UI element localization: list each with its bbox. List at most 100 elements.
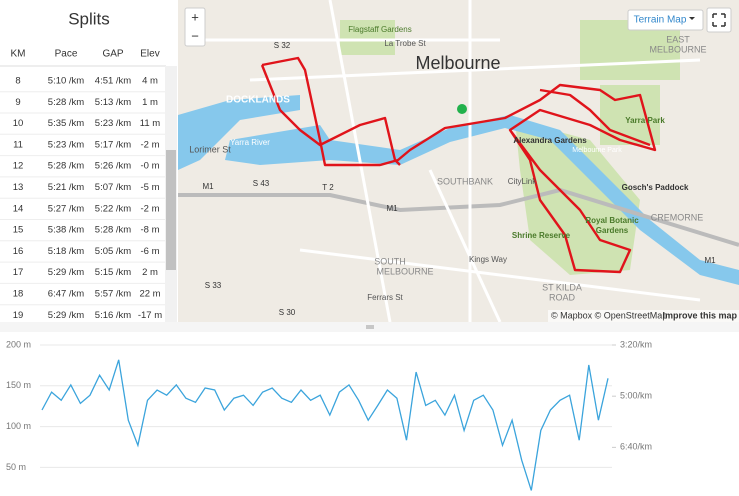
column-header: KM	[11, 49, 26, 60]
y2-tick-label: 6:40/km	[620, 442, 652, 452]
map-label: Ferrars St	[367, 293, 403, 302]
zoom-control	[184, 7, 206, 47]
cell: 2 m	[142, 267, 158, 278]
improve-link[interactable]: Improve this map	[662, 310, 737, 320]
map-label: CityLink	[508, 177, 537, 186]
cell: -2 m	[141, 203, 160, 214]
fullscreen-icon	[712, 13, 726, 27]
map-label: MELBOURNE	[376, 266, 433, 276]
y-tick-label: 100 m	[6, 421, 31, 431]
cell: 22 m	[139, 289, 160, 300]
cell: -8 m	[141, 225, 160, 236]
fullscreen-button[interactable]	[706, 7, 732, 33]
cell: -2 m	[141, 139, 160, 150]
cell: -5 m	[141, 182, 160, 193]
route	[260, 56, 657, 274]
cell: 9	[15, 97, 20, 108]
attribution[interactable]: © Mapbox © OpenStreetMap	[551, 310, 667, 320]
dropdown-caret	[689, 17, 695, 20]
cell: 5:13 /km	[95, 97, 132, 108]
cell: -0 m	[141, 161, 160, 172]
map-label: La Trobe St	[384, 39, 426, 48]
map-label: T 2	[322, 183, 334, 192]
attribution-bg	[548, 310, 739, 322]
cell: 13	[13, 182, 24, 193]
cell: 5:18 /km	[48, 246, 85, 257]
zoom-out[interactable]: −	[191, 28, 199, 43]
map-label: S 43	[253, 179, 270, 188]
map-label: M1	[386, 204, 398, 213]
cell: -6 m	[141, 246, 160, 257]
splits-title: Splits	[68, 9, 110, 28]
scrollbar-thumb[interactable]	[166, 150, 176, 270]
map-label: Lorimer St	[189, 144, 231, 154]
cell: 14	[13, 203, 24, 214]
cell: -17 m	[138, 310, 162, 321]
map-label: Melbourne	[415, 53, 500, 73]
cell: 5:29 /km	[48, 310, 85, 321]
cell: 5:10 /km	[48, 76, 85, 87]
map-label: M1	[704, 256, 716, 265]
y-tick-label: 200 m	[6, 339, 31, 349]
water	[178, 95, 300, 170]
y2-tick-label: 5:00/km	[620, 391, 652, 401]
zoom-in[interactable]: +	[191, 9, 199, 24]
chart: 50 m 100 m 150 m 200 m 3:20/km 5:00/km 6:40/km	[6, 339, 652, 491]
cell: 5:16 /km	[95, 310, 132, 321]
map-label: Yarra Park	[625, 116, 665, 125]
cell: 5:27 /km	[48, 203, 85, 214]
water	[225, 115, 739, 285]
cell: 15	[13, 225, 24, 236]
map-label: SOUTHBANK	[437, 176, 493, 186]
park	[340, 20, 395, 55]
cell: 19	[13, 310, 24, 321]
map-label: S 30	[279, 308, 296, 317]
y-tick-label: 150 m	[6, 380, 31, 390]
road	[178, 187, 739, 247]
map-label: ST KILDA	[542, 282, 582, 292]
cell: 5:22 /km	[95, 203, 132, 214]
pace-line	[41, 359, 609, 491]
cell: 5:57 /km	[95, 289, 132, 300]
cell: 5:28 /km	[48, 161, 85, 172]
cell: 10	[13, 118, 24, 129]
map-label: DOCKLANDS	[226, 95, 290, 106]
cell: 16	[13, 246, 24, 257]
terrain-button[interactable]	[627, 9, 704, 31]
map-label: Shrine Reserve	[512, 231, 571, 240]
map-label: M1	[202, 182, 214, 191]
map-label: SOUTH	[374, 256, 406, 266]
map-label: Gosch's Paddock	[622, 183, 689, 192]
cell: 11	[13, 139, 23, 150]
cell: 5:07 /km	[95, 182, 132, 193]
divider-handle	[366, 325, 374, 329]
cell: 5:28 /km	[95, 225, 132, 236]
cell: 17	[13, 267, 24, 278]
map-label: ROAD	[549, 292, 576, 302]
column-header: Pace	[55, 49, 78, 60]
map[interactable]: Terrain Map + − © Mapbox © OpenStreetMap…	[178, 0, 739, 323]
y2-tick-label: 3:20/km	[620, 339, 652, 349]
park	[515, 120, 640, 275]
cell: 6:47 /km	[48, 289, 85, 300]
cell: 4:51 /km	[95, 76, 132, 87]
column-header: Elev	[140, 49, 159, 60]
cell: 5:23 /km	[95, 118, 132, 129]
divider[interactable]	[0, 322, 739, 332]
cell: 5:28 /km	[48, 97, 85, 108]
cell: 4 m	[142, 76, 158, 87]
map-label: Yarra River	[230, 138, 270, 147]
map-label: S 32	[274, 41, 291, 50]
map-label: CREMORNE	[651, 212, 704, 222]
terrain-label[interactable]: Terrain Map	[634, 15, 687, 26]
cell: 11 m	[140, 118, 161, 129]
cell: 8	[15, 76, 20, 87]
map-label: Gardens	[596, 226, 629, 235]
cell: 5:05 /km	[95, 246, 132, 257]
cell: 5:21 /km	[48, 182, 85, 193]
road	[200, 0, 701, 323]
map-label: Melbourne Park	[572, 147, 622, 154]
map-label: MELBOURNE	[649, 44, 706, 54]
